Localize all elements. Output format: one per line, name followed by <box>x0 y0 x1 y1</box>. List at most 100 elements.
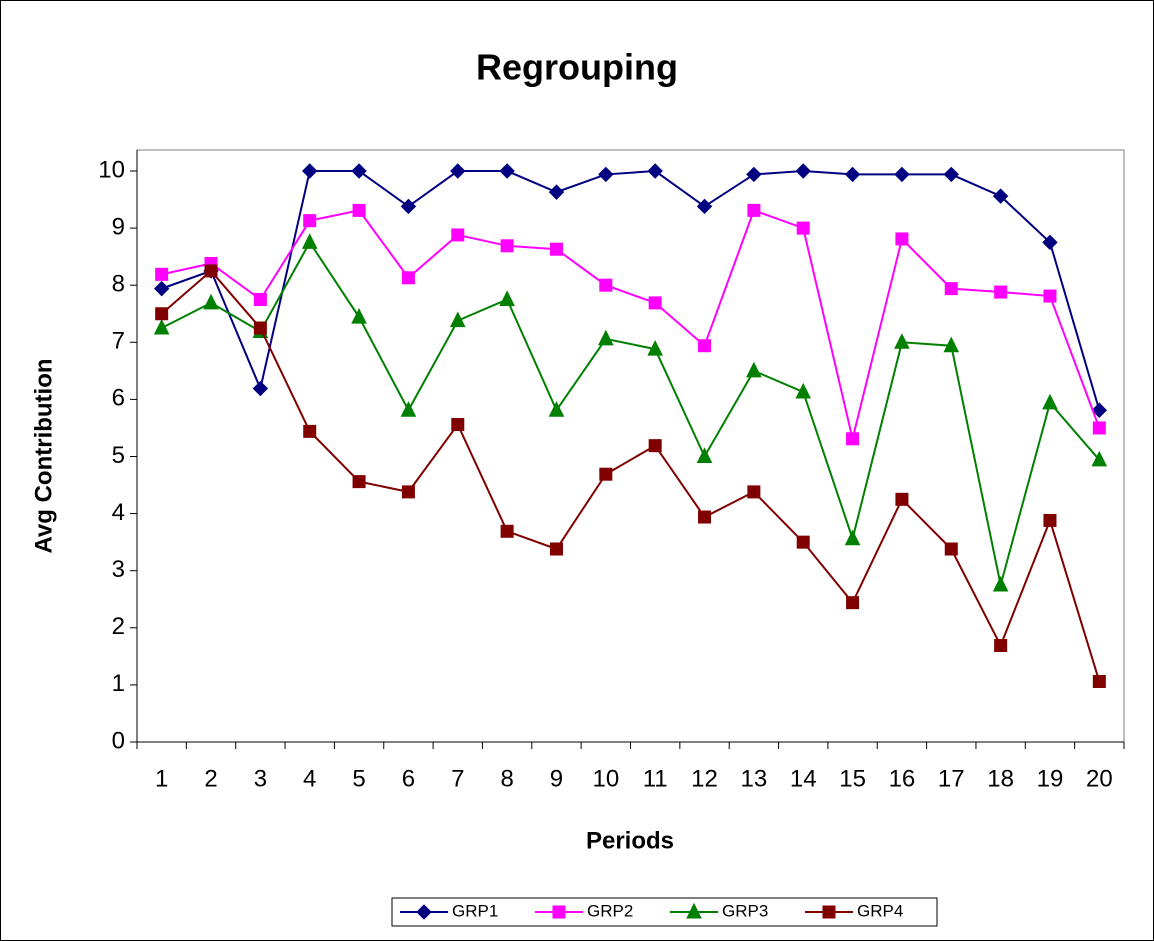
data-point <box>844 166 861 183</box>
data-point <box>301 233 318 249</box>
data-point <box>696 447 713 463</box>
y-tick-label: 0 <box>112 727 125 754</box>
data-point <box>599 278 613 292</box>
data-point <box>599 467 613 481</box>
x-tick-label: 1 <box>155 765 168 792</box>
data-point <box>401 271 415 285</box>
y-tick-label: 4 <box>112 499 125 526</box>
data-point <box>992 575 1009 592</box>
data-point <box>548 184 565 200</box>
data-point <box>500 239 514 253</box>
data-point <box>252 380 269 397</box>
data-point <box>155 307 169 321</box>
data-point <box>795 382 812 399</box>
data-point <box>352 203 366 217</box>
legend-label: GRP1 <box>452 901 498 920</box>
y-tick-label: 1 <box>112 670 125 697</box>
data-point <box>698 510 712 524</box>
y-tick-label: 7 <box>112 328 125 355</box>
data-point <box>944 542 958 556</box>
data-point <box>894 166 910 183</box>
data-point <box>1043 289 1057 303</box>
data-point <box>450 163 466 179</box>
data-point <box>451 418 465 432</box>
x-tick-label: 3 <box>254 765 267 792</box>
data-point <box>598 329 614 346</box>
data-point <box>1092 421 1106 435</box>
data-point <box>449 311 466 328</box>
x-tick-label: 12 <box>691 765 718 792</box>
y-tick-label: 5 <box>112 442 125 469</box>
x-tick-label: 10 <box>592 765 619 792</box>
x-tick-label: 15 <box>839 765 866 792</box>
data-point <box>746 166 762 183</box>
data-point <box>303 424 317 438</box>
data-point <box>400 198 417 215</box>
x-tick-label: 14 <box>790 765 817 792</box>
data-point <box>894 333 910 349</box>
x-tick-label: 2 <box>204 765 217 792</box>
data-point <box>549 542 563 556</box>
legend-marker <box>416 904 432 920</box>
x-tick-label: 5 <box>352 765 365 792</box>
series-line <box>161 240 1101 586</box>
data-point <box>1091 450 1108 467</box>
legend-marker <box>822 905 836 919</box>
data-point <box>451 228 465 242</box>
data-point <box>153 318 170 335</box>
data-point <box>846 596 860 610</box>
data-point <box>548 401 565 417</box>
x-tick-label: 20 <box>1086 765 1113 792</box>
data-point <box>401 485 415 499</box>
data-point <box>351 308 367 324</box>
data-point <box>696 198 713 215</box>
data-point <box>1091 402 1108 418</box>
data-point <box>648 439 662 453</box>
data-point <box>400 401 417 417</box>
data-point <box>302 163 318 179</box>
data-point <box>747 203 761 217</box>
data-point <box>155 267 169 281</box>
data-point <box>994 285 1008 299</box>
data-point <box>1042 234 1058 251</box>
legend-marker <box>552 905 566 919</box>
y-tick-label: 2 <box>112 613 125 640</box>
data-point <box>500 524 514 538</box>
x-tick-label: 19 <box>1037 765 1064 792</box>
data-point <box>549 242 563 256</box>
x-tick-label: 17 <box>938 765 965 792</box>
data-point <box>1092 674 1106 688</box>
data-point <box>746 361 762 378</box>
data-point <box>698 339 712 353</box>
y-tick-label: 3 <box>112 556 125 583</box>
legend-label: GRP3 <box>722 901 768 920</box>
x-tick-label: 11 <box>643 765 668 792</box>
data-point <box>204 264 218 278</box>
data-point <box>1042 393 1058 410</box>
data-point <box>351 163 367 179</box>
data-point <box>844 529 861 546</box>
data-point <box>994 639 1008 653</box>
series-line <box>161 209 1101 440</box>
data-point <box>647 340 663 356</box>
x-tick-label: 18 <box>987 765 1014 792</box>
data-point <box>499 290 515 306</box>
data-point <box>944 282 958 296</box>
data-point <box>153 280 170 297</box>
y-tick-label: 10 <box>98 156 125 183</box>
data-point <box>943 336 960 353</box>
data-point <box>648 296 662 310</box>
x-tick-label: 7 <box>451 765 464 792</box>
x-tick-label: 4 <box>303 765 316 792</box>
data-point <box>747 485 761 499</box>
x-tick-label: 13 <box>741 765 768 792</box>
data-point <box>943 166 959 183</box>
x-axis-label: Periods <box>586 827 674 854</box>
plot-area <box>136 149 1125 743</box>
y-tick-label: 6 <box>112 385 125 412</box>
y-tick-label: 9 <box>112 213 125 240</box>
legend-label: GRP2 <box>587 901 633 920</box>
data-point <box>1043 513 1057 527</box>
data-point <box>499 163 515 179</box>
